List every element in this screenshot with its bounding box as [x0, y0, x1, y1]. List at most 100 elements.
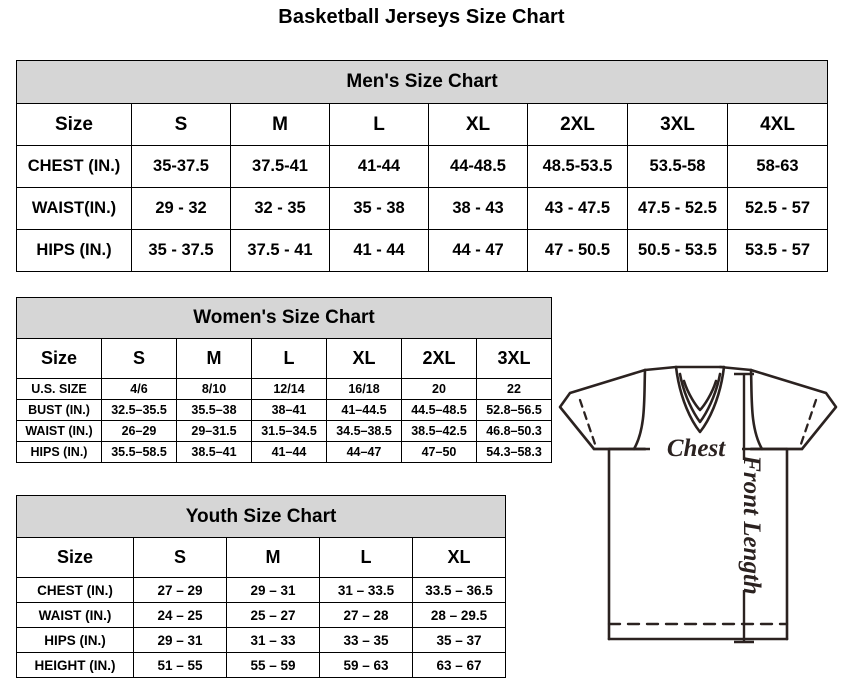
- womens-waist-2xl: 38.5–42.5: [401, 420, 477, 442]
- mens-row-label-hips: HIPS (IN.): [16, 229, 132, 272]
- youth-height-xl: 63 – 67: [411, 652, 507, 678]
- womens-waist-xl: 34.5–38.5: [326, 420, 402, 442]
- mens-waist-3xl: 47.5 - 52.5: [627, 187, 728, 230]
- youth-chest-xl: 33.5 – 36.5: [411, 577, 507, 603]
- table-row: CHEST (IN.) 35-37.5 37.5-41 41-44 44-48.…: [16, 145, 829, 188]
- youth-height-s: 51 – 55: [133, 652, 227, 678]
- table-row: WAIST(IN.) 29 - 32 32 - 35 35 - 38 38 - …: [16, 187, 829, 230]
- table-row: HEIGHT (IN.) 51 – 55 55 – 59 59 – 63 63 …: [16, 652, 507, 678]
- youth-col-head-l: L: [319, 537, 413, 578]
- left-shoulder-line: [643, 365, 678, 372]
- womens-us-size-m: 8/10: [176, 378, 252, 400]
- youth-col-head-m: M: [226, 537, 320, 578]
- right-armhole-seam: [749, 368, 764, 451]
- chest-label: Chest: [667, 435, 726, 462]
- womens-col-head-s: S: [101, 338, 177, 379]
- mens-col-head-3xl: 3XL: [627, 103, 728, 146]
- youth-hips-m: 31 – 33: [226, 627, 320, 653]
- womens-hips-3xl: 54.3–58.3: [476, 441, 552, 463]
- mens-waist-2xl: 43 - 47.5: [527, 187, 628, 230]
- youth-hips-xl: 35 – 37: [411, 627, 507, 653]
- womens-bust-l: 38–41: [251, 399, 327, 421]
- table-row: BUST (IN.) 32.5–35.5 35.5–38 38–41 41–44…: [16, 399, 552, 421]
- mens-col-head-xl: XL: [428, 103, 528, 146]
- youth-chart-banner: Youth Size Chart: [15, 495, 507, 538]
- youth-chest-s: 27 – 29: [133, 577, 227, 603]
- table-row: CHEST (IN.) 27 – 29 29 – 31 31 – 33.5 33…: [16, 577, 507, 603]
- v-neck-inner: [682, 379, 718, 412]
- womens-us-size-3xl: 22: [476, 378, 552, 400]
- womens-row-label-bust: BUST (IN.): [16, 399, 102, 421]
- womens-row-label-waist: WAIST (IN.): [16, 420, 102, 442]
- womens-hips-m: 38.5–41: [176, 441, 252, 463]
- jersey-outline-group: [558, 365, 838, 641]
- youth-waist-l: 27 – 28: [319, 602, 413, 628]
- youth-waist-m: 25 – 27: [226, 602, 320, 628]
- page-title: Basketball Jerseys Size Chart: [278, 6, 565, 28]
- mens-waist-xl: 38 - 43: [428, 187, 528, 230]
- mens-banner-row: Men's Size Chart: [15, 60, 829, 104]
- v-neck-middle: [678, 372, 722, 424]
- mens-chest-3xl: 53.5-58: [627, 145, 728, 188]
- mens-hips-3xl: 50.5 - 53.5: [627, 229, 728, 272]
- youth-chest-l: 31 – 33.5: [319, 577, 413, 603]
- left-cuff-dash: [578, 398, 598, 449]
- mens-size-chart-table: Men's Size Chart Size S M L XL 2XL 3XL 4…: [15, 60, 829, 272]
- left-sleeve-outline: [558, 368, 647, 451]
- youth-chest-m: 29 – 31: [226, 577, 320, 603]
- mens-chest-2xl: 48.5-53.5: [527, 145, 628, 188]
- womens-col-head-2xl: 2XL: [401, 338, 477, 379]
- mens-chest-m: 37.5-41: [230, 145, 330, 188]
- v-neck-outer: [674, 365, 726, 434]
- mens-header-row: Size S M L XL 2XL 3XL 4XL: [16, 103, 829, 146]
- womens-hips-xl: 44–47: [326, 441, 402, 463]
- womens-us-size-2xl: 20: [401, 378, 477, 400]
- mens-waist-m: 32 - 35: [230, 187, 330, 230]
- mens-hips-2xl: 47 - 50.5: [527, 229, 628, 272]
- youth-waist-s: 24 – 25: [133, 602, 227, 628]
- table-row: WAIST (IN.) 26–29 29–31.5 31.5–34.5 34.5…: [16, 420, 552, 442]
- mens-waist-l: 35 - 38: [329, 187, 429, 230]
- womens-hips-2xl: 47–50: [401, 441, 477, 463]
- womens-hips-l: 41–44: [251, 441, 327, 463]
- youth-row-label-hips: HIPS (IN.): [16, 627, 134, 653]
- youth-hips-s: 29 – 31: [133, 627, 227, 653]
- womens-size-chart-table: Women's Size Chart Size S M L XL 2XL 3XL…: [16, 297, 552, 463]
- womens-waist-m: 29–31.5: [176, 420, 252, 442]
- mens-hips-l: 41 - 44: [329, 229, 429, 272]
- table-row: HIPS (IN.) 35.5–58.5 38.5–41 41–44 44–47…: [16, 441, 552, 463]
- youth-row-label-chest: CHEST (IN.): [16, 577, 134, 603]
- right-cuff-dash: [798, 398, 818, 449]
- womens-waist-s: 26–29: [101, 420, 177, 442]
- youth-header-row: Size S M L XL: [16, 537, 507, 578]
- right-sleeve-outline: [749, 368, 838, 451]
- youth-row-label-height: HEIGHT (IN.): [16, 652, 134, 678]
- mens-chest-s: 35-37.5: [131, 145, 231, 188]
- mens-chest-xl: 44-48.5: [428, 145, 528, 188]
- womens-bust-3xl: 52.8–56.5: [476, 399, 552, 421]
- mens-waist-4xl: 52.5 - 57: [726, 187, 829, 230]
- mens-waist-s: 29 - 32: [131, 187, 231, 230]
- youth-col-head-xl: XL: [411, 537, 507, 578]
- womens-row-label-us-size: U.S. SIZE: [16, 378, 102, 400]
- mens-col-head-s: S: [131, 103, 231, 146]
- womens-hips-s: 35.5–58.5: [101, 441, 177, 463]
- womens-col-head-m: M: [176, 338, 252, 379]
- womens-col-head-xl: XL: [326, 338, 402, 379]
- table-row: WAIST (IN.) 24 – 25 25 – 27 27 – 28 28 –…: [16, 602, 507, 628]
- womens-us-size-l: 12/14: [251, 378, 327, 400]
- mens-hips-4xl: 53.5 - 57: [726, 229, 829, 272]
- womens-bust-2xl: 44.5–48.5: [401, 399, 477, 421]
- front-length-measure-lines: [734, 372, 754, 644]
- mens-row-label-chest: CHEST (IN.): [16, 145, 132, 188]
- youth-banner-row: Youth Size Chart: [15, 495, 507, 538]
- womens-banner-row: Women's Size Chart: [16, 297, 552, 339]
- mens-row-label-waist: WAIST(IN.): [16, 187, 132, 230]
- mens-col-head-size: Size: [16, 103, 132, 146]
- womens-waist-3xl: 46.8–50.3: [476, 420, 552, 442]
- womens-col-head-3xl: 3XL: [476, 338, 552, 379]
- womens-col-head-l: L: [251, 338, 327, 379]
- mens-col-head-4xl: 4XL: [726, 103, 829, 146]
- front-length-label: Front Length: [738, 454, 765, 595]
- youth-waist-xl: 28 – 29.5: [411, 602, 507, 628]
